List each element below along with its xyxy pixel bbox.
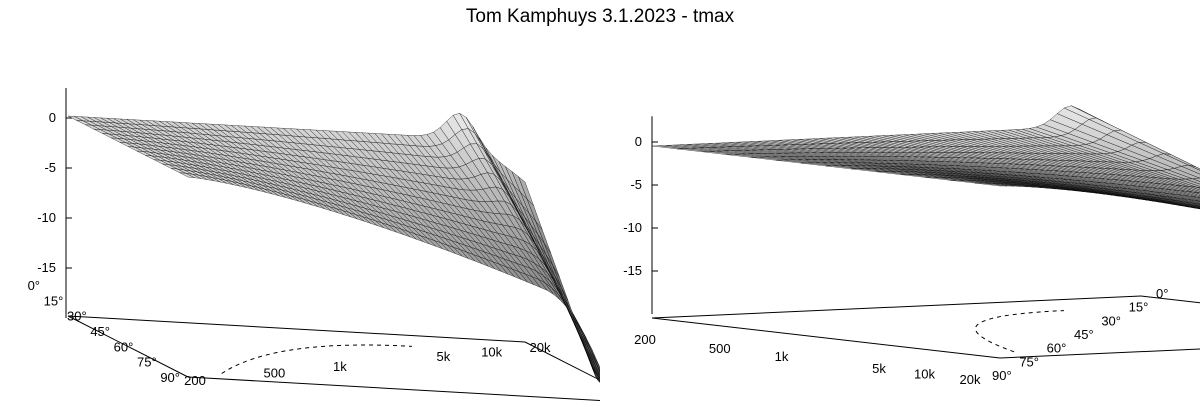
angle-tick-label: 60° xyxy=(1047,341,1067,356)
surface-cell xyxy=(1192,177,1200,182)
back-base-line xyxy=(651,295,1142,319)
angle-tick-label: 30° xyxy=(1101,313,1121,328)
angle-axis-line xyxy=(1140,295,1200,304)
angle-tick-label: 30° xyxy=(67,309,87,324)
surface-cell xyxy=(518,176,534,206)
tick-labels-left: 0 -5 -10 -15 0° 15°30°45° 60°75°90° 200 500 1k 5k 1… xyxy=(28,110,551,388)
axes-right xyxy=(651,116,1200,359)
z-tick-label: -5 xyxy=(44,160,56,175)
side-base-line xyxy=(67,315,189,378)
tick-labels-right: 0 -5 -10 -15 0° 15° 30° 45° 60° 75° 90° 200 500 1k 5k 1… xyxy=(623,134,1168,387)
angle-tick-label: 90° xyxy=(992,368,1012,383)
surface-cell xyxy=(556,284,573,318)
z-tick-label: -10 xyxy=(623,220,642,235)
freq-tick-label: 20k xyxy=(530,340,551,355)
angle-tick-label: 45° xyxy=(90,324,110,339)
surface-cell xyxy=(975,182,1008,187)
angle-tick-label: 90° xyxy=(160,370,180,385)
surface-right xyxy=(651,105,1200,210)
freq-axis-line xyxy=(187,376,600,401)
freq-tick-label: 20k xyxy=(960,372,981,387)
z-tick-label: -15 xyxy=(37,260,56,275)
base-contour xyxy=(221,344,412,374)
freq-tick-label: 1k xyxy=(333,359,347,374)
surface-cell xyxy=(563,296,579,333)
freq-tick-label: 200 xyxy=(184,373,206,388)
axes-left xyxy=(65,88,600,401)
base-contour xyxy=(975,310,1064,353)
surface-plot-right: 0 -5 -10 -15 0° 15° 30° 45° 60° 75° 90° 200 500 1k 5k 1… xyxy=(623,105,1200,387)
freq-axis-line xyxy=(999,348,1200,359)
z-tick-label: 0 xyxy=(49,110,56,125)
z-tick-label: -5 xyxy=(630,177,642,192)
freq-tick-label: 500 xyxy=(709,341,731,356)
surface-cell xyxy=(569,309,586,348)
freq-tick-label: 5k xyxy=(872,361,886,376)
freq-tick-label: 500 xyxy=(263,365,285,380)
freq-tick-label: 1k xyxy=(775,349,789,364)
angle-axis-line xyxy=(524,341,600,381)
freq-tick-label: 5k xyxy=(437,349,451,364)
z-tick-label: 0 xyxy=(635,134,642,149)
chart-title: Tom Kamphuys 3.1.2023 - tmax xyxy=(465,6,735,27)
surface-cell xyxy=(561,287,577,324)
angle-tick-label: 45° xyxy=(1074,327,1094,342)
angle-tick-label: 75° xyxy=(1019,354,1039,369)
angle-tick-label: 0° xyxy=(28,278,40,293)
z-tick-label: -10 xyxy=(37,210,56,225)
freq-tick-label: 10k xyxy=(481,345,502,360)
z-tick-label: -15 xyxy=(623,263,642,278)
freq-tick-label: 200 xyxy=(634,332,656,347)
angle-tick-label: 15° xyxy=(44,293,64,308)
angle-tick-label: 60° xyxy=(114,339,134,354)
side-base-line xyxy=(651,317,1001,359)
surface-left xyxy=(67,113,600,383)
surface-cell xyxy=(1184,205,1200,209)
back-base-line xyxy=(67,315,526,343)
angle-tick-label: 0° xyxy=(1156,286,1168,301)
angle-tick-label: 75° xyxy=(137,355,157,370)
freq-tick-label: 10k xyxy=(914,366,935,381)
angle-tick-label: 15° xyxy=(1129,300,1149,315)
surface-plot-left: 0 -5 -10 -15 0° 15°30°45° 60°75°90° 200 500 1k 5k 1… xyxy=(28,88,600,401)
